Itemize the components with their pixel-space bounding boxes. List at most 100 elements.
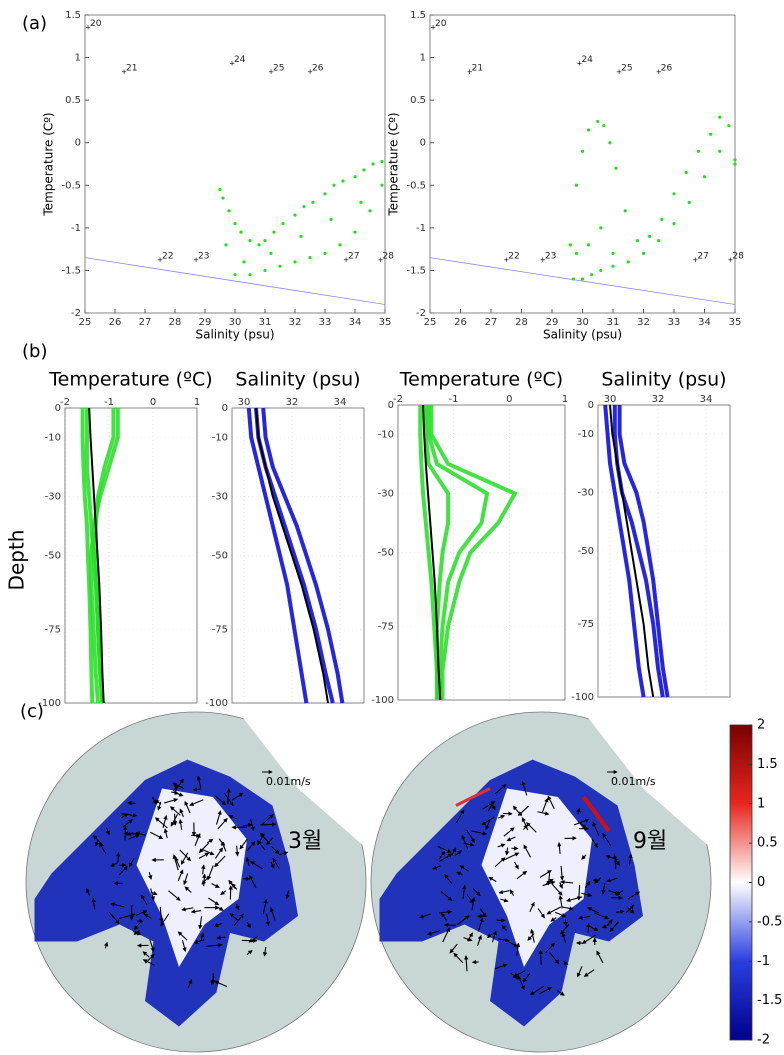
colorbar-label: -1.5 xyxy=(757,993,782,1008)
current-vector xyxy=(265,913,271,927)
current-vector xyxy=(426,930,441,936)
y-tick-label: 0 xyxy=(222,403,228,414)
current-vector xyxy=(160,913,170,927)
current-vector xyxy=(561,932,567,943)
data-point xyxy=(672,222,676,226)
current-vector xyxy=(154,817,168,829)
data-point xyxy=(218,187,222,192)
current-vector xyxy=(464,955,469,972)
current-vector xyxy=(481,816,495,826)
profile-line xyxy=(85,408,105,704)
current-vector xyxy=(235,845,240,857)
current-vector xyxy=(220,890,227,895)
density-label: 21 xyxy=(126,63,137,73)
current-vector xyxy=(523,844,532,858)
x-axis-label: Salinity (psu) xyxy=(195,328,274,342)
current-vector xyxy=(208,897,220,906)
y-tick-label: -10 xyxy=(378,430,394,441)
current-vector xyxy=(594,877,602,884)
x-tick-label: 25 xyxy=(424,317,437,328)
current-vector xyxy=(184,800,191,814)
y-tick-label: -50 xyxy=(378,548,394,559)
current-vector xyxy=(606,919,613,926)
current-vector xyxy=(187,978,193,989)
current-vector xyxy=(456,871,463,876)
current-vector xyxy=(466,894,474,905)
current-vector xyxy=(157,801,162,811)
x-tick-label: 32 xyxy=(286,397,299,408)
y-tick-label: -30 xyxy=(378,489,394,500)
data-point xyxy=(608,141,612,145)
current-vector xyxy=(189,799,204,806)
density-marker: + xyxy=(577,59,583,67)
current-vector xyxy=(248,935,259,943)
current-vector xyxy=(214,795,227,806)
land-white xyxy=(583,712,711,848)
current-vector xyxy=(172,782,185,789)
current-vector xyxy=(118,865,128,876)
x-tick-label: 28 xyxy=(169,317,182,328)
current-vector xyxy=(92,835,104,847)
current-vector xyxy=(440,891,453,901)
x-tick-label: 33 xyxy=(668,317,681,328)
y-tick-label: -50 xyxy=(212,551,228,562)
current-vector xyxy=(159,906,164,923)
density-label: 26 xyxy=(661,63,673,73)
data-point xyxy=(574,251,579,255)
current-vector xyxy=(246,950,253,955)
scale-label: 0.01m/s xyxy=(266,775,311,788)
y-axis-label: Temperature (Cº) xyxy=(42,112,56,216)
current-vector xyxy=(207,838,214,844)
data-point xyxy=(371,162,375,166)
density-label: 22 xyxy=(508,251,519,261)
current-vector xyxy=(233,913,244,927)
current-vector xyxy=(550,917,557,922)
current-vector xyxy=(110,902,125,908)
data-point xyxy=(727,124,731,128)
y-tick-label: -75 xyxy=(45,624,61,635)
profile-line xyxy=(261,407,345,704)
y-tick-label: -50 xyxy=(578,546,594,557)
x-axis-label: Salinity (psu) xyxy=(543,328,622,342)
current-vector xyxy=(581,934,596,944)
current-vector xyxy=(601,882,606,895)
current-vector xyxy=(180,852,189,865)
current-vector xyxy=(615,909,625,914)
x-tick-label: 28 xyxy=(515,317,528,328)
current-vector xyxy=(551,883,563,896)
current-vector xyxy=(235,903,240,911)
current-vector xyxy=(516,870,528,880)
current-vector xyxy=(179,849,192,862)
current-vector xyxy=(214,980,228,988)
current-vector xyxy=(142,959,155,966)
current-vector xyxy=(418,913,431,919)
density-marker: + xyxy=(343,256,349,264)
density-label: 26 xyxy=(312,63,324,73)
data-point xyxy=(568,243,572,247)
data-point xyxy=(257,243,261,247)
x-tick-label: 30 xyxy=(229,317,242,328)
current-vector xyxy=(198,852,210,859)
y-tick-label: -10 xyxy=(212,433,228,444)
y-tick-label: -0.5 xyxy=(61,180,81,191)
y-tick-label: -30 xyxy=(578,488,594,499)
current-vector xyxy=(183,873,189,886)
plot-frame xyxy=(231,407,365,704)
y-tick-label: -1.5 xyxy=(61,265,81,276)
current-vector xyxy=(216,935,226,940)
current-vector xyxy=(453,952,464,964)
density-marker: + xyxy=(307,68,313,76)
current-vector xyxy=(200,932,205,941)
current-vector xyxy=(584,881,591,888)
current-vector xyxy=(456,915,470,926)
current-vector xyxy=(126,831,134,836)
current-vector xyxy=(521,817,529,831)
current-vector xyxy=(506,836,516,842)
current-vector xyxy=(541,797,549,813)
current-vector xyxy=(442,927,450,943)
current-vector xyxy=(223,792,234,807)
current-vector xyxy=(576,885,582,901)
current-vector xyxy=(576,966,583,978)
current-vector xyxy=(177,931,188,941)
